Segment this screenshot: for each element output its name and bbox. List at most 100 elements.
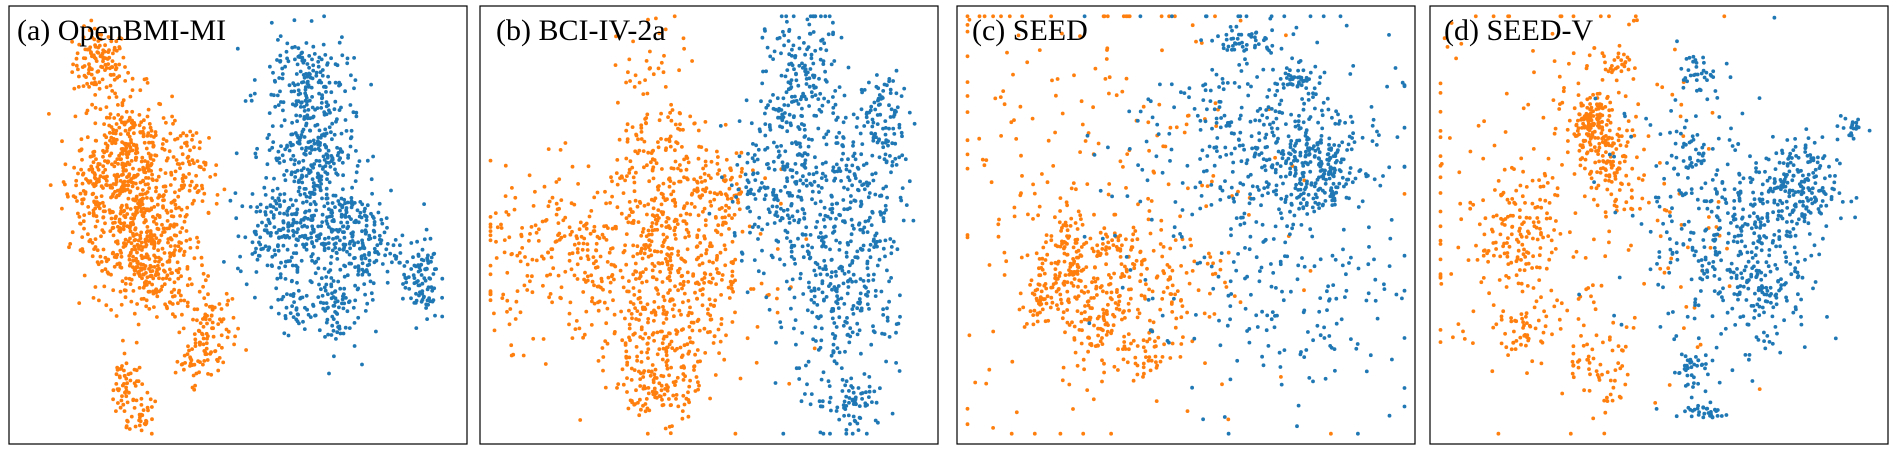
scatter-point <box>839 179 843 183</box>
scatter-point <box>854 402 858 407</box>
scatter-point <box>632 189 637 194</box>
scatter-point <box>120 279 125 284</box>
scatter-point <box>270 196 275 200</box>
scatter-point <box>313 271 318 276</box>
scatter-point <box>345 309 350 314</box>
scatter-point <box>117 220 122 224</box>
scatter-point <box>790 277 795 282</box>
scatter-point <box>287 223 292 228</box>
scatter-point <box>661 294 666 299</box>
scatter-point <box>140 248 144 252</box>
scatter-point <box>118 289 123 294</box>
scatter-point <box>652 338 656 343</box>
scatter-point <box>103 267 108 272</box>
scatter-point <box>209 313 214 318</box>
scatter-point <box>128 371 133 376</box>
scatter-point <box>627 279 631 283</box>
panel-frame <box>956 5 1416 445</box>
scatter-point <box>148 269 153 274</box>
scatter-point <box>537 227 541 232</box>
scatter-point <box>420 247 425 252</box>
scatter-point <box>669 266 674 271</box>
scatter-point <box>675 141 680 146</box>
scatter-point <box>388 251 393 256</box>
scatter-point <box>142 118 146 123</box>
scatter-point <box>111 51 115 56</box>
scatter-point <box>655 330 660 335</box>
scatter-point <box>1065 203 1069 208</box>
scatter-point <box>806 137 811 142</box>
scatter-point <box>627 322 632 327</box>
scatter-point <box>330 201 335 205</box>
scatter-point <box>1124 237 1128 242</box>
scatter-point <box>169 173 174 177</box>
scatter-point <box>184 140 189 145</box>
scatter-point <box>174 233 179 238</box>
scatter-point <box>505 270 510 275</box>
scatter-point <box>701 187 705 192</box>
scatter-point <box>684 167 689 172</box>
scatter-point <box>671 166 676 171</box>
scatter-point <box>1103 77 1108 81</box>
scatter-point <box>350 202 355 207</box>
scatter-point <box>267 132 271 137</box>
scatter-point <box>47 112 51 116</box>
scatter-point <box>703 218 708 223</box>
scatter-point <box>802 127 807 132</box>
scatter-point <box>723 215 727 220</box>
scatter-point <box>96 51 101 55</box>
scatter-point <box>1126 301 1131 306</box>
scatter-point <box>813 201 818 206</box>
scatter-point <box>890 160 895 164</box>
scatter-point <box>106 62 111 66</box>
scatter-point <box>316 256 321 261</box>
scatter-point <box>640 280 644 285</box>
scatter-point <box>93 105 98 110</box>
scatter-point <box>266 217 271 222</box>
scatter-point <box>802 164 807 169</box>
scatter-point <box>857 415 862 420</box>
scatter-point <box>873 107 878 112</box>
scatter-point <box>151 276 156 281</box>
scatter-point <box>589 273 594 278</box>
scatter-point <box>182 219 187 224</box>
scatter-point <box>875 140 880 145</box>
scatter-point <box>120 103 125 108</box>
scatter-point <box>292 179 297 184</box>
scatter-point <box>141 188 145 192</box>
scatter-point <box>736 187 741 192</box>
scatter-point <box>1402 192 1407 196</box>
scatter-point <box>253 151 258 156</box>
scatter-point <box>324 100 329 105</box>
scatter-point <box>1049 238 1054 243</box>
scatter-point <box>692 368 696 372</box>
scatter-point <box>122 188 127 192</box>
scatter-point <box>727 227 731 231</box>
scatter-point <box>193 337 198 342</box>
scatter-point <box>677 308 682 313</box>
scatter-point <box>167 226 172 231</box>
scatter-point <box>853 397 858 402</box>
scatter-point <box>614 226 618 231</box>
scatter-point <box>294 263 298 268</box>
scatter-point <box>676 288 680 293</box>
scatter-point <box>815 315 819 319</box>
scatter-point <box>696 387 700 392</box>
scatter-point <box>869 104 874 109</box>
scatter-point <box>531 336 536 341</box>
scatter-point <box>139 403 144 407</box>
scatter-point <box>152 246 156 251</box>
scatter-point <box>282 159 286 164</box>
scatter-point <box>848 422 852 426</box>
scatter-point <box>1116 347 1120 352</box>
scatter-point <box>984 158 989 163</box>
scatter-point <box>578 220 583 225</box>
scatter-point <box>646 228 651 233</box>
scatter-point <box>233 334 238 339</box>
scatter-point <box>786 87 791 92</box>
scatter-point <box>809 90 814 95</box>
scatter-point <box>525 262 530 267</box>
scatter-point <box>309 235 313 240</box>
scatter-point <box>673 159 678 164</box>
scatter-point <box>188 129 193 134</box>
